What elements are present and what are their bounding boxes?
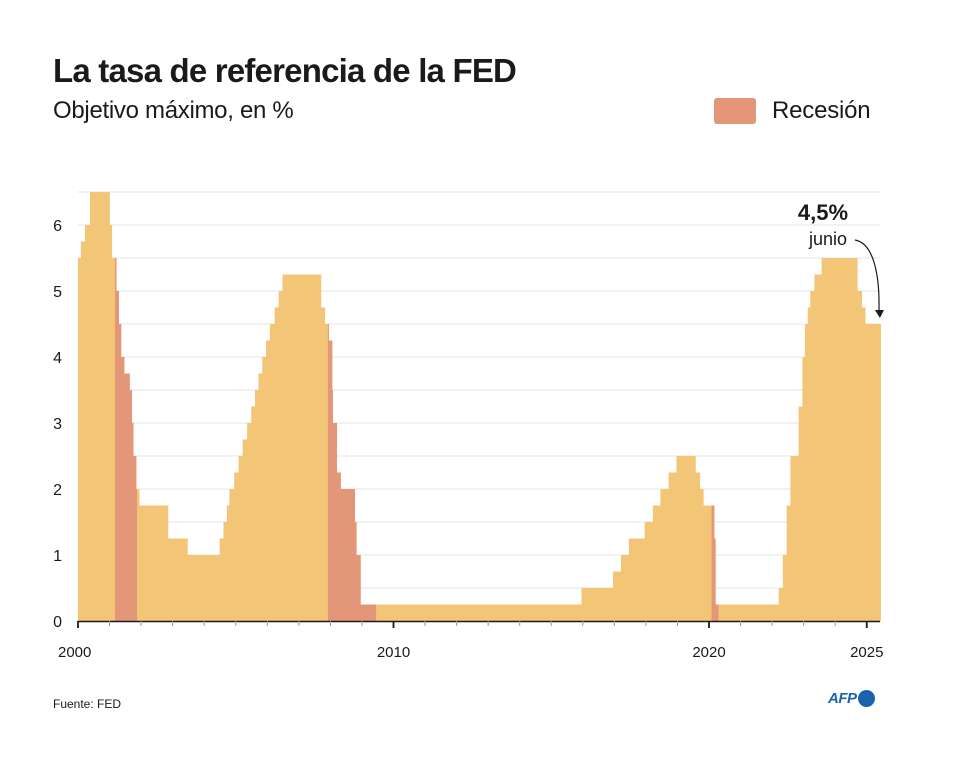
y-tick-label: 3 [53,416,62,433]
afp-logo-text: AFP [828,690,857,707]
y-tick-label: 5 [53,284,62,301]
x-tick-label: 2020 [692,644,725,661]
chart-subtitle: Objetivo máximo, en % [53,97,294,124]
gridlines [78,191,880,589]
x-axis: 2000 2010 2020 2025 [58,620,883,661]
x-tick-label: 2000 [58,644,91,661]
legend-label-recession: Recesión [772,97,871,124]
rate-step-area [78,192,881,621]
y-tick-label: 4 [53,350,62,367]
y-axis-labels: 0 1 2 3 4 5 6 [53,218,62,631]
chart-title: La tasa de referencia de la FED [53,52,517,89]
legend-swatch-recession [714,98,756,124]
rate-area [78,192,881,621]
annotation-arrow [854,239,880,313]
y-tick-label: 0 [53,614,62,631]
x-tick-label: 2025 [850,644,883,661]
annotation-arrowhead [874,310,884,318]
annotation-month: junio [808,229,847,249]
source-note: Fuente: FED [53,697,122,711]
x-tick-label: 2010 [377,644,410,661]
recession-band [711,192,719,621]
afp-logo: AFP [828,690,875,707]
y-tick-label: 2 [53,482,62,499]
legend: Recesión [714,97,871,125]
y-tick-label: 6 [53,218,62,235]
annotation-value: 4,5% [798,200,848,225]
y-tick-label: 1 [53,548,62,565]
recession-band [327,192,377,621]
recession-band [114,192,137,621]
afp-logo-dot-icon [857,690,875,707]
annotation-group: 4,5% junio [798,200,884,318]
